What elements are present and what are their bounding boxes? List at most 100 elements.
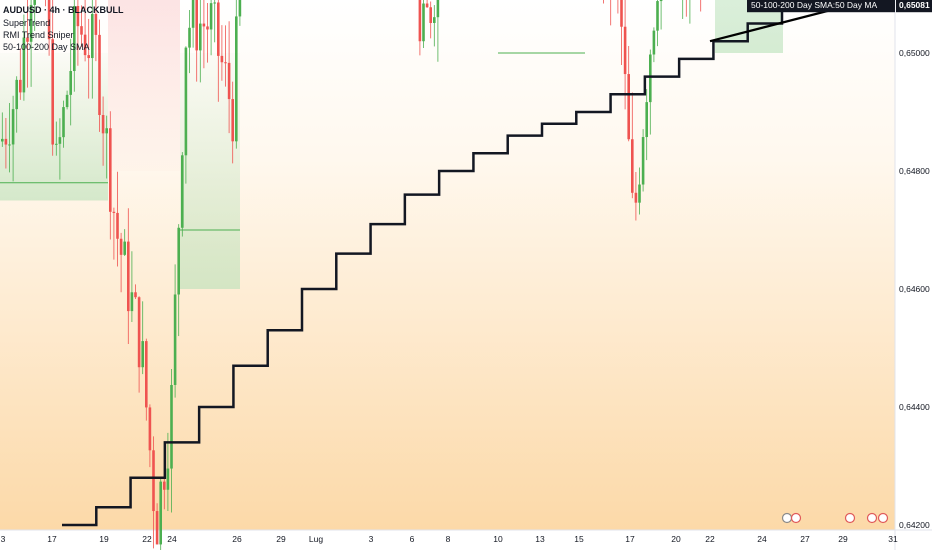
candle-up (1, 112, 4, 147)
candle-body (145, 341, 148, 408)
candle-up (91, 0, 94, 99)
candle-down (206, 2, 209, 63)
candle-down (220, 25, 224, 81)
candle-up (659, 0, 663, 30)
candle-up (105, 115, 108, 179)
candle-up (58, 118, 62, 180)
candle-down (19, 48, 22, 100)
time-tick-label: 6 (410, 534, 415, 544)
candle-body (231, 99, 234, 142)
candle-body (119, 238, 123, 255)
candle-body (29, 4, 33, 42)
candle-body (152, 450, 155, 512)
candle-down (47, 0, 51, 56)
candle-body (33, 0, 36, 5)
candle-body (638, 184, 641, 203)
candle-up (181, 152, 184, 237)
candle-body (238, 0, 242, 17)
candle-down (148, 404, 152, 468)
time-tick-label: 19 (99, 534, 109, 544)
candle-up (69, 38, 72, 126)
candle-down (116, 171, 119, 267)
candle-body (69, 71, 72, 95)
candle-up (141, 301, 144, 375)
candle-body (184, 47, 188, 156)
candle-body (83, 34, 87, 56)
indicator-supertrend[interactable]: SuperTrend (3, 18, 51, 28)
indicator-rmi[interactable]: RMI Trend Sniper (3, 30, 74, 40)
candle-body (170, 384, 173, 469)
trend-cloud (108, 0, 180, 171)
candle-up (33, 0, 36, 31)
candle-down (127, 208, 130, 345)
time-tick-label: 22 (142, 534, 152, 544)
price-tick-label: 0,64800 (899, 166, 930, 176)
candle-body (645, 102, 648, 138)
candle-body (130, 292, 134, 312)
candle-down (620, 0, 623, 65)
candle-down (202, 0, 206, 69)
candle-up (166, 432, 170, 512)
candle-body (4, 138, 8, 145)
candle-body (55, 143, 58, 145)
candle-body (148, 407, 152, 451)
event-markers (781, 512, 889, 524)
candle-up (191, 0, 195, 48)
candle-body (112, 211, 116, 213)
candle-body (127, 241, 130, 312)
candle-body (15, 79, 18, 110)
candle-body (166, 468, 170, 490)
candle-up (22, 14, 26, 101)
candle-up (238, 0, 242, 26)
candle-body (22, 37, 26, 93)
candle-body (217, 2, 220, 56)
price-axis-background (895, 0, 932, 550)
time-tick-label: 24 (167, 534, 177, 544)
candle-body (627, 74, 630, 140)
candle-up (641, 129, 645, 192)
candle-body (62, 107, 65, 138)
candle-body (199, 23, 202, 51)
candle-body (73, 6, 76, 72)
candle-up (638, 167, 641, 215)
candle-down (134, 284, 137, 299)
candle-down (418, 0, 422, 56)
candle-body (429, 7, 432, 23)
candle-down (4, 117, 8, 169)
candle-up (652, 27, 656, 63)
candle-body (433, 17, 436, 23)
candle-body (649, 54, 652, 103)
time-tick-label: 27 (800, 534, 810, 544)
candle-up (213, 0, 216, 43)
candle-body (137, 297, 141, 368)
candle-body (425, 3, 429, 8)
indicator-sma[interactable]: 50-100-200 Day SMA (3, 42, 90, 52)
candle-up (15, 76, 18, 133)
price-levels: 0,662540,6581231:330,65627Supertrend:Up … (747, 0, 932, 13)
candle-up (649, 49, 652, 135)
time-tick-label: 13 (535, 534, 545, 544)
time-tick-label: 24 (757, 534, 767, 544)
candle-body (191, 0, 195, 28)
candle-up (62, 100, 65, 148)
candle-up (65, 90, 69, 110)
candle-down (685, 0, 687, 17)
candle-up (8, 102, 11, 173)
candle-down (231, 81, 234, 164)
candle-body (641, 137, 645, 185)
time-tick-label: 26 (232, 534, 242, 544)
candle-body (227, 62, 231, 100)
candle-body (1, 138, 4, 142)
candle-down (152, 436, 155, 549)
time-tick-label: 17 (625, 534, 635, 544)
candle-down (112, 207, 116, 260)
candle-up (656, 0, 659, 47)
price-tick-label: 0,64400 (899, 402, 930, 412)
event-marker-icon (877, 512, 889, 524)
candle-body (620, 0, 623, 27)
candle-body (623, 26, 627, 75)
time-tick-label: 22 (705, 534, 715, 544)
sma-50-day-line (62, 4, 785, 527)
symbol-title[interactable]: AUDUSD · 4h · BLACKBULL (3, 5, 124, 15)
